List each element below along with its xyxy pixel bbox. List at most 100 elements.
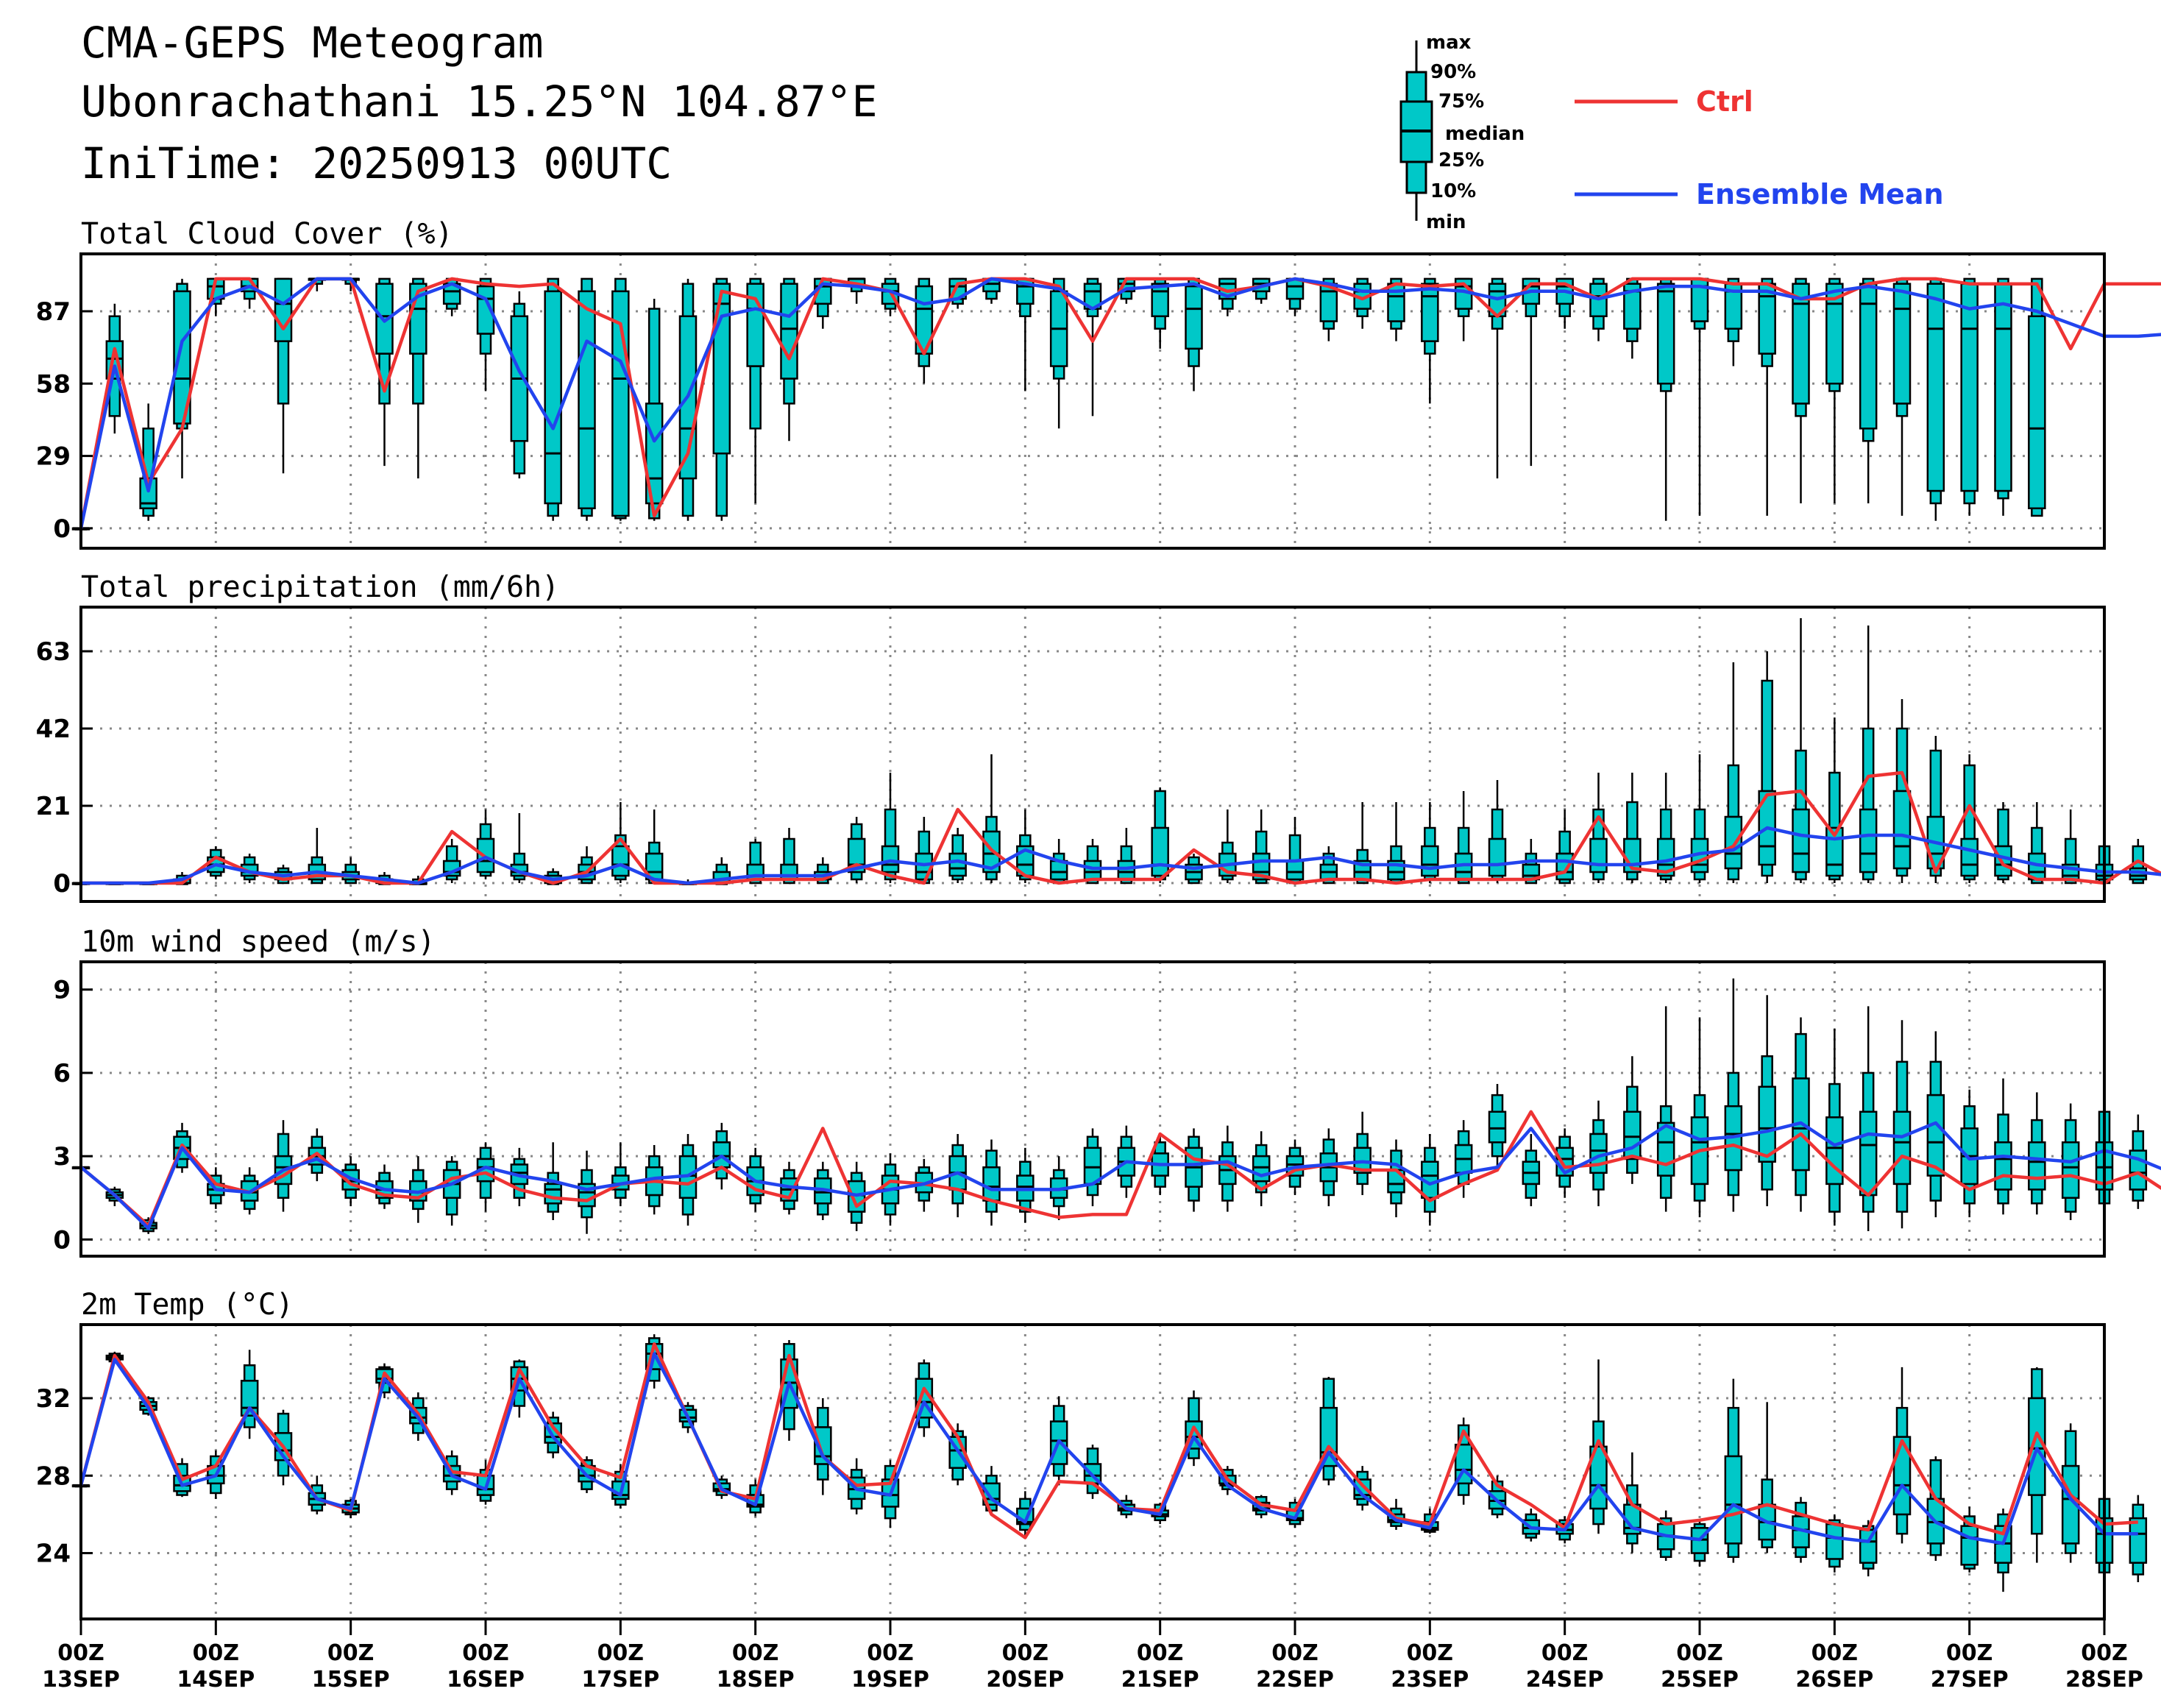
box-upper-tail: [850, 1469, 863, 1479]
box-iqr: [1151, 283, 1169, 317]
x-tick-label-hour: 00Z: [1541, 1640, 1589, 1666]
box-lower-tail: [1154, 1174, 1166, 1188]
ensemble-box: [847, 1458, 866, 1514]
ensemble-box: [948, 1423, 967, 1486]
ensemble-box: [1892, 277, 1912, 516]
box-upper-tail: [311, 1135, 324, 1149]
ensemble-box: [1994, 277, 2012, 516]
ensemble-box: [1421, 1133, 1439, 1226]
box-iqr: [1758, 283, 1776, 355]
box-iqr: [1488, 1110, 1507, 1144]
box-iqr: [1926, 283, 1945, 492]
box-upper-tail: [1188, 1135, 1200, 1149]
box-upper-tail: [581, 277, 593, 293]
panel-frame: [79, 606, 2106, 903]
ensemble-box: [2028, 1092, 2046, 1215]
box-iqr: [1792, 808, 1810, 874]
box-iqr: [1825, 283, 1844, 385]
box-lower-tail: [1795, 1546, 1807, 1559]
x-tick-label-date: 19SEP: [851, 1667, 929, 1693]
panel-10m-wind-speed-m-s: 10m wind speed (m/s) 0 3 6 9: [53, 925, 2161, 1258]
box-lower-tail: [1693, 1552, 1706, 1562]
box-upper-tail: [1019, 1498, 1032, 1510]
box-upper-tail: [783, 1169, 795, 1180]
ensemble-box: [1319, 846, 1338, 885]
box-upper-tail: [1795, 1032, 1807, 1080]
box-lower-tail: [1052, 365, 1065, 380]
panel-title: 2m Temp (°C): [81, 1288, 294, 1322]
ensemble-box: [678, 278, 698, 521]
box-lower-tail: [783, 1406, 795, 1431]
box-upper-tail: [884, 1163, 897, 1177]
ensemble-box: [847, 817, 866, 883]
box-lower-tail: [1491, 315, 1504, 330]
box-lower-tail: [681, 1197, 695, 1216]
box-upper-tail: [1727, 1406, 1740, 1458]
box-iqr: [1825, 1523, 1844, 1560]
box-lower-tail: [1828, 383, 1841, 392]
box-lower-tail: [1929, 1174, 1942, 1202]
ensemble-box: [1185, 277, 1203, 391]
box-upper-tail: [243, 856, 256, 866]
panel-title: 10m wind speed (m/s): [81, 925, 436, 959]
box-lower-tail: [985, 871, 998, 881]
box-upper-tail: [1424, 826, 1436, 848]
box-upper-tail: [1491, 808, 1504, 840]
box-iqr: [1488, 837, 1507, 877]
x-tick-label-hour: 00Z: [1002, 1640, 1049, 1666]
ensemble-box: [1792, 618, 1810, 883]
x-tick-label-hour: 00Z: [193, 1640, 240, 1666]
box-lower-tail: [817, 1463, 829, 1481]
box-upper-tail: [2132, 1130, 2145, 1152]
ensemble-box: [1960, 277, 1979, 516]
box-iqr: [1117, 860, 1136, 881]
box-upper-tail: [1019, 834, 1032, 848]
box-upper-tail: [1828, 771, 1841, 829]
box-iqr: [1926, 1094, 1945, 1177]
box-upper-tail: [1895, 1406, 1909, 1438]
x-tick-label-date: 25SEP: [1661, 1667, 1739, 1693]
ensemble-box: [1488, 780, 1507, 883]
ensemble-box: [1421, 277, 1439, 404]
box-upper-tail: [1862, 727, 1875, 811]
box-upper-tail: [1727, 764, 1740, 818]
box-upper-tail: [1424, 1147, 1436, 1163]
x-tick-label-hour: 00Z: [1946, 1640, 1993, 1666]
box-lower-tail: [951, 1467, 964, 1481]
box-lower-tail: [479, 333, 492, 355]
x-tick-label-date: 14SEP: [177, 1667, 255, 1693]
box-upper-tail: [681, 1144, 695, 1158]
box-iqr: [1960, 837, 1979, 877]
x-tick-label-date: 21SEP: [1121, 1667, 1199, 1693]
box-lower-tail: [210, 1482, 222, 1495]
box-lower-tail: [1525, 302, 1538, 317]
ensemble-box: [1926, 1031, 1945, 1218]
box-lower-tail: [1592, 1172, 1605, 1191]
box-upper-tail: [1052, 1405, 1065, 1422]
box-upper-tail: [749, 1155, 762, 1169]
box-lower-tail: [1895, 1183, 1909, 1213]
legend-label-mean: Ensemble Mean: [1696, 178, 1944, 210]
y-tick-label: 3: [53, 1142, 71, 1172]
box-lower-tail: [817, 302, 829, 317]
box-upper-tail: [1558, 830, 1571, 855]
box-upper-tail: [647, 1155, 661, 1169]
box-lower-tail: [1052, 1463, 1065, 1477]
box-upper-tail: [1659, 808, 1672, 840]
ensemble-box: [274, 1120, 293, 1212]
ensemble-box: [1454, 1120, 1473, 1198]
box-upper-tail: [715, 863, 728, 874]
box-upper-tail: [1659, 1105, 1672, 1124]
box-upper-tail: [1761, 679, 1773, 793]
box-iqr: [1285, 860, 1305, 881]
box-plot-key: max 90% 75% median 25% 10% min: [1399, 32, 1525, 233]
panel-title: Total precipitation (mm/6h): [81, 570, 559, 604]
box-iqr: [1892, 790, 1912, 870]
ensemble-box: [1994, 802, 2012, 883]
box-iqr: [814, 1426, 832, 1465]
box-iqr: [915, 852, 934, 881]
box-iqr: [1792, 283, 1810, 405]
box-lower-tail: [2031, 1188, 2043, 1205]
box-lower-tail: [445, 1197, 458, 1216]
box-lower-tail: [1221, 1183, 1234, 1202]
